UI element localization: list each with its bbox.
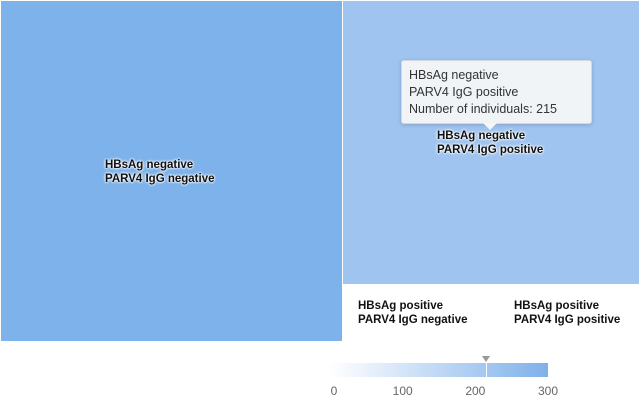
tooltip-line-3: Number of individuals: 215 [409, 102, 557, 116]
treemap-cell-label-line: HBsAg positive [358, 300, 443, 312]
tooltip: HBsAg negative PARV4 IgG positive Number… [401, 60, 592, 124]
treemap-cell-label-line: PARV4 IgG positive [437, 144, 544, 156]
treemap-cell-label-line: HBsAg negative [437, 130, 526, 142]
treemap-cell-label-line: PARV4 IgG negative [358, 314, 468, 326]
treemap-cell-label: HBsAg negative PARV4 IgG negative [105, 158, 215, 186]
treemap-cell[interactable] [342, 284, 496, 342]
color-axis-tick-label: 0 [330, 384, 338, 398]
color-axis-marker [482, 356, 491, 362]
treemap-cell[interactable] [495, 284, 640, 342]
treemap-cell-label-line: HBsAg negative [105, 159, 194, 171]
treemap-cell-label-line: PARV4 IgG positive [514, 314, 621, 326]
color-axis-tick-label: 200 [465, 384, 486, 398]
treemap-cell-label: HBsAg negative PARV4 IgG positive [437, 129, 543, 157]
color-axis-tick-label: 100 [392, 384, 413, 398]
treemap-cell-label: HBsAg positive PARV4 IgG positive [514, 299, 620, 327]
treemap-cell[interactable] [342, 0, 640, 285]
tooltip-line-2: PARV4 IgG positive [409, 85, 519, 99]
treemap: HBsAg negative PARV4 IgG negative HBsAg ne… [0, 0, 640, 342]
tooltip-line-1: HBsAg negative [409, 68, 499, 82]
treemap-cell-label-line: HBsAg positive [514, 300, 599, 312]
color-axis-bar [330, 363, 548, 377]
treemap-cell-label-line: PARV4 IgG negative [105, 173, 215, 185]
tooltip-pointer [483, 123, 497, 130]
color-axis-marker-line [486, 363, 488, 377]
color-axis-tick-label: 300 [537, 384, 559, 398]
treemap-cell-label: HBsAg positive PARV4 IgG negative [358, 299, 468, 327]
treemap-cell[interactable] [0, 0, 343, 342]
